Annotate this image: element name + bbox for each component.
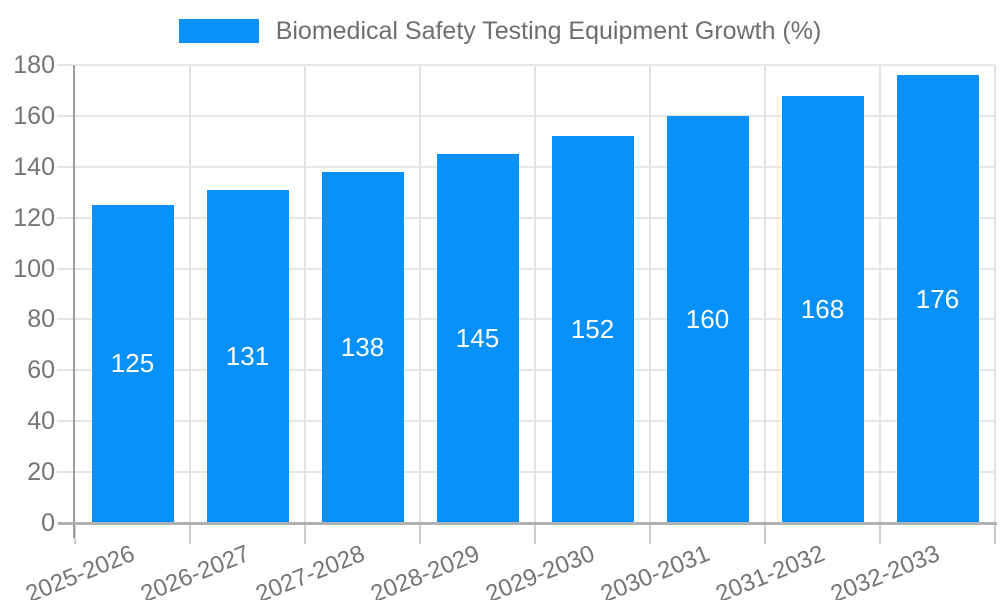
y-tick-label: 140 (13, 152, 55, 181)
x-grid-line (534, 65, 536, 523)
x-grid-line (304, 65, 306, 523)
x-axis-tick (649, 523, 651, 544)
x-axis-tick (764, 523, 766, 544)
y-axis-tick (57, 471, 73, 474)
x-grid-line (994, 65, 996, 523)
bar: 176 (896, 75, 979, 523)
y-tick-label: 180 (13, 51, 55, 79)
y-axis-tick (57, 114, 73, 117)
x-grid-line (189, 65, 191, 523)
y-axis-tick (57, 165, 73, 168)
y-axis-tick (57, 216, 73, 219)
bar-value-label: 168 (800, 293, 845, 324)
y-axis-tick (57, 318, 73, 321)
x-axis-tick (419, 523, 421, 544)
bar: 168 (781, 95, 864, 523)
y-tick-label: 80 (27, 305, 55, 334)
x-grid-line (419, 65, 421, 523)
x-axis-tick (74, 523, 76, 544)
y-tick-label: 120 (13, 203, 55, 232)
bar-value-label: 131 (225, 340, 270, 371)
x-tick-label: 2029-2030 (481, 540, 599, 600)
x-axis-tick (994, 523, 996, 544)
legend-label: Biomedical Safety Testing Equipment Grow… (275, 17, 822, 45)
x-tick-label: 2030-2031 (596, 540, 714, 600)
y-tick-label: 40 (27, 407, 55, 436)
x-axis-tick (879, 523, 881, 544)
bar: 160 (666, 115, 749, 523)
x-tick-label: 2032-2033 (826, 540, 944, 600)
x-grid-line (879, 65, 881, 523)
y-axis-tick (57, 369, 73, 372)
x-tick-label: 2025-2026 (21, 540, 139, 600)
bar-value-label: 152 (570, 314, 615, 345)
bar: 145 (436, 154, 519, 523)
y-tick-label: 0 (41, 509, 55, 537)
x-tick-label: 2027-2028 (251, 540, 369, 600)
y-axis-tick (57, 64, 73, 66)
y-axis-line (73, 65, 75, 538)
x-tick-label: 2026-2027 (136, 540, 254, 600)
bar-value-label: 138 (340, 331, 385, 362)
legend[interactable]: Biomedical Safety Testing Equipment Grow… (0, 17, 1000, 45)
x-grid-line (764, 65, 766, 523)
y-tick-label: 160 (13, 101, 55, 130)
x-tick-label: 2031-2032 (711, 540, 829, 600)
y-tick-label: 60 (27, 356, 55, 385)
bar-value-label: 160 (685, 303, 730, 334)
bar: 125 (91, 204, 174, 523)
y-tick-label: 20 (27, 458, 55, 487)
bar: 152 (551, 136, 634, 523)
x-axis-tick (304, 523, 306, 544)
x-axis-line (58, 522, 997, 525)
y-axis-tick (57, 420, 73, 423)
bar: 138 (321, 171, 404, 523)
y-tick-label: 100 (13, 254, 55, 283)
x-axis-tick (534, 523, 536, 544)
x-tick-label: 2028-2029 (366, 540, 484, 600)
y-axis-tick (57, 267, 73, 270)
bar-value-label: 145 (455, 323, 500, 354)
legend-color-swatch (178, 19, 259, 43)
bar-value-label: 176 (915, 283, 960, 314)
bar: 131 (206, 189, 289, 523)
x-axis-tick (189, 523, 191, 544)
x-grid-line (649, 65, 651, 523)
bar-value-label: 125 (110, 348, 155, 379)
plot-area: 125 131 138 145 152 160 168 176 (75, 64, 996, 523)
